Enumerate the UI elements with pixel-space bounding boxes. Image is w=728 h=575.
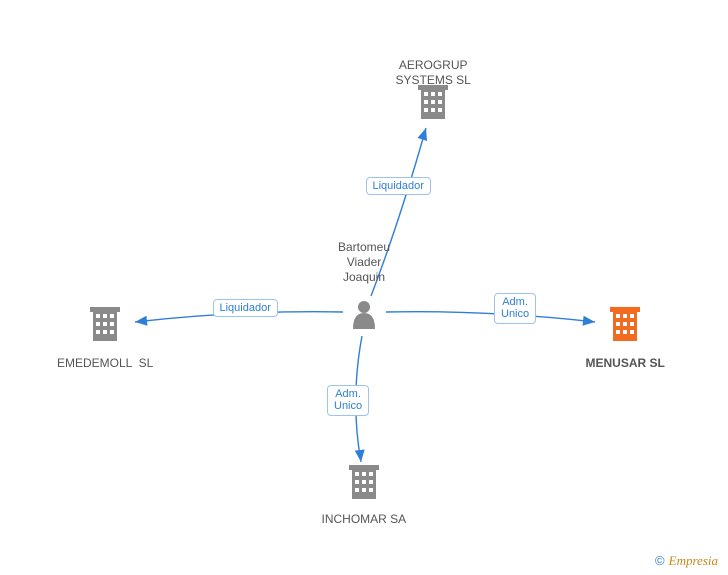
watermark-symbol: © bbox=[655, 553, 665, 568]
watermark-text: Empresia bbox=[669, 553, 718, 568]
node-label: Bartomeu Viader Joaquin bbox=[338, 240, 390, 285]
node-label: AEROGRUP SYSTEMS SL bbox=[396, 58, 471, 88]
node-label: MENUSAR SL bbox=[586, 356, 665, 371]
node-label: EMEDEMOLL SL bbox=[57, 356, 153, 371]
edge-label: Liquidador bbox=[366, 177, 431, 196]
watermark: © Empresia bbox=[655, 553, 718, 569]
edge-label: Adm. Unico bbox=[327, 385, 369, 416]
node-label: INCHOMAR SA bbox=[322, 512, 407, 527]
network-canvas bbox=[0, 0, 728, 575]
edge-label: Adm. Unico bbox=[494, 293, 536, 324]
edge-label: Liquidador bbox=[213, 299, 278, 318]
